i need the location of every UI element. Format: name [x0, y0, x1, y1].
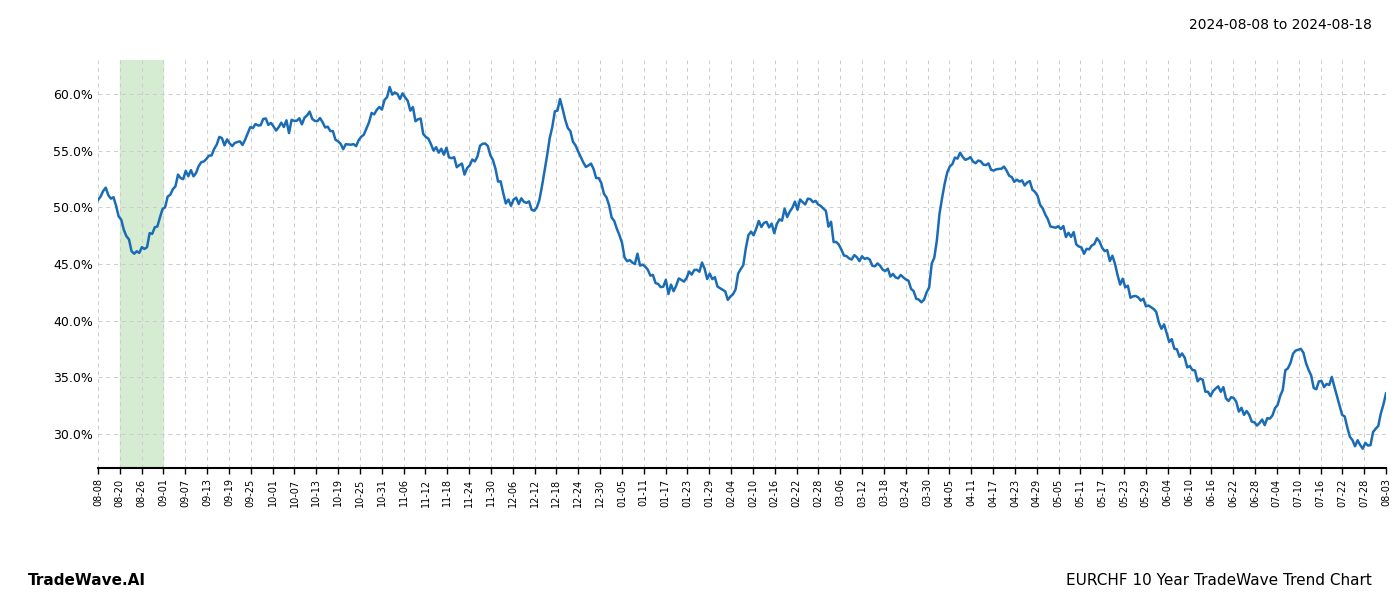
Text: TradeWave.AI: TradeWave.AI — [28, 573, 146, 588]
Bar — [120, 60, 164, 468]
Text: 2024-08-08 to 2024-08-18: 2024-08-08 to 2024-08-18 — [1189, 18, 1372, 32]
Text: EURCHF 10 Year TradeWave Trend Chart: EURCHF 10 Year TradeWave Trend Chart — [1067, 573, 1372, 588]
